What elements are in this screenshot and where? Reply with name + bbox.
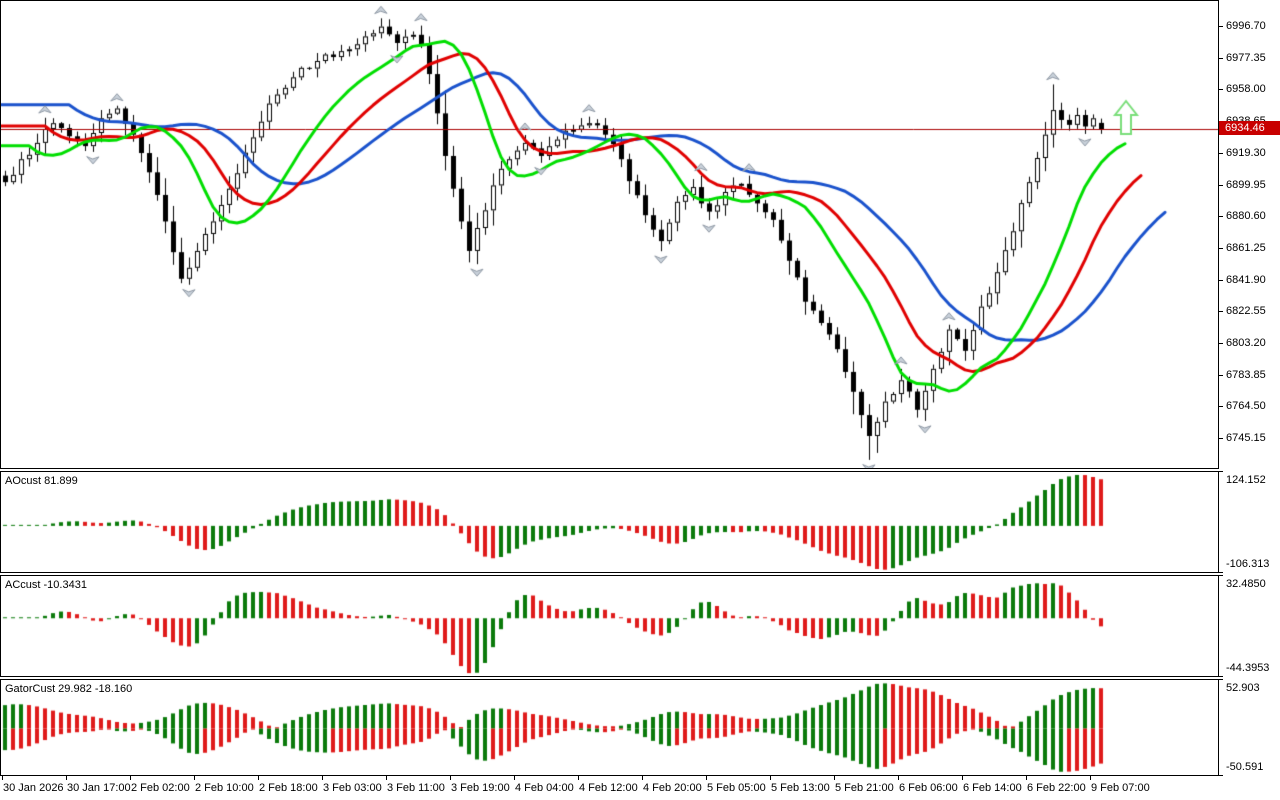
axis-tick-mark bbox=[1219, 26, 1223, 27]
price-tick-label: 6745.15 bbox=[1226, 432, 1266, 444]
gator-min-label: -50.591 bbox=[1226, 761, 1264, 773]
ao-min-label: -106.313 bbox=[1226, 558, 1270, 570]
gator-histogram-canvas[interactable] bbox=[1, 680, 1218, 775]
axis-tick-mark bbox=[1219, 343, 1223, 344]
price-axis[interactable]: 6934.46 6996.706977.356958.006938.656919… bbox=[1219, 0, 1280, 776]
time-tick-mark bbox=[2, 776, 3, 780]
price-tick-label: 6861.25 bbox=[1226, 242, 1266, 254]
current-price-badge: 6934.46 bbox=[1219, 121, 1280, 135]
ac-min-label: -44.3953 bbox=[1226, 662, 1270, 674]
ac-max-label: 32.4850 bbox=[1226, 578, 1266, 590]
axis-tick-mark bbox=[1219, 775, 1223, 776]
axis-tick-mark bbox=[1219, 311, 1223, 312]
time-tick-mark bbox=[514, 776, 515, 780]
time-tick-label: 2 Feb 10:00 bbox=[195, 782, 254, 794]
time-tick-label: 2 Feb 18:00 bbox=[259, 782, 318, 794]
time-tick-mark bbox=[706, 776, 707, 780]
axis-tick-mark bbox=[1219, 406, 1223, 407]
price-tick-label: 6958.00 bbox=[1226, 83, 1266, 95]
price-tick-label: 6764.50 bbox=[1226, 400, 1266, 412]
axis-tick-mark bbox=[1219, 471, 1223, 472]
axis-tick-mark bbox=[1219, 679, 1223, 680]
axis-tick-mark bbox=[1219, 438, 1223, 439]
time-tick-mark bbox=[898, 776, 899, 780]
axis-tick-mark bbox=[1219, 58, 1223, 59]
price-tick-label: 6803.20 bbox=[1226, 337, 1266, 349]
price-tick-label: 6841.90 bbox=[1226, 274, 1266, 286]
main-price-panel[interactable] bbox=[0, 0, 1219, 469]
axis-tick-mark bbox=[1219, 575, 1223, 576]
axis-tick-mark bbox=[1219, 572, 1223, 573]
time-tick-label: 30 Jan 2026 bbox=[3, 782, 64, 794]
ao-max-label: 124.152 bbox=[1226, 474, 1266, 486]
time-tick-label: 4 Feb 04:00 bbox=[515, 782, 574, 794]
axis-tick-mark bbox=[1219, 216, 1223, 217]
time-tick-label: 3 Feb 11:00 bbox=[387, 782, 445, 794]
axis-tick-mark bbox=[1219, 89, 1223, 90]
time-tick-label: 6 Feb 06:00 bbox=[899, 782, 958, 794]
time-tick-label: 9 Feb 07:00 bbox=[1091, 782, 1150, 794]
time-tick-label: 4 Feb 20:00 bbox=[643, 782, 702, 794]
time-tick-label: 4 Feb 12:00 bbox=[579, 782, 638, 794]
time-tick-mark bbox=[450, 776, 451, 780]
time-tick-mark bbox=[642, 776, 643, 780]
axis-tick-mark bbox=[1219, 375, 1223, 376]
time-tick-mark bbox=[1090, 776, 1091, 780]
time-tick-label: 5 Feb 13:00 bbox=[771, 782, 830, 794]
price-tick-label: 6822.55 bbox=[1226, 305, 1266, 317]
price-tick-label: 6880.60 bbox=[1226, 210, 1266, 222]
ac-indicator-label: ACcust -10.3431 bbox=[5, 579, 87, 591]
time-tick-mark bbox=[962, 776, 963, 780]
time-tick-label: 2 Feb 02:00 bbox=[131, 782, 190, 794]
ao-indicator-panel[interactable]: AOcust 81.899 bbox=[0, 471, 1219, 573]
time-tick-mark bbox=[130, 776, 131, 780]
time-tick-mark bbox=[322, 776, 323, 780]
price-tick-label: 6783.85 bbox=[1226, 369, 1266, 381]
ao-histogram-canvas[interactable] bbox=[1, 472, 1218, 572]
gator-max-label: 52.903 bbox=[1226, 682, 1260, 694]
axis-tick-mark bbox=[1219, 676, 1223, 677]
time-tick-mark bbox=[578, 776, 579, 780]
time-axis[interactable]: 30 Jan 2026 30 Jan 17:00 2 Feb 02:00 2 Feb … bbox=[0, 776, 1280, 800]
axis-tick-mark bbox=[1219, 280, 1223, 281]
time-tick-label: 3 Feb 03:00 bbox=[323, 782, 382, 794]
price-tick-label: 6977.35 bbox=[1226, 52, 1266, 64]
time-tick-mark bbox=[194, 776, 195, 780]
time-tick-mark bbox=[1026, 776, 1027, 780]
time-tick-mark bbox=[258, 776, 259, 780]
time-tick-mark bbox=[770, 776, 771, 780]
axis-tick-mark bbox=[1219, 185, 1223, 186]
price-tick-label: 6996.70 bbox=[1226, 20, 1266, 32]
axis-tick-mark bbox=[1219, 153, 1223, 154]
gator-indicator-panel[interactable]: GatorCust 29.982 -18.160 bbox=[0, 679, 1219, 776]
time-tick-label: 6 Feb 14:00 bbox=[963, 782, 1022, 794]
time-tick-mark bbox=[834, 776, 835, 780]
time-tick-label: 3 Feb 19:00 bbox=[451, 782, 510, 794]
time-tick-label: 5 Feb 05:00 bbox=[707, 782, 766, 794]
axis-tick-mark bbox=[1219, 248, 1223, 249]
price-tick-label: 6919.30 bbox=[1226, 147, 1266, 159]
price-chart-canvas[interactable] bbox=[1, 1, 1218, 468]
price-tick-label: 6899.95 bbox=[1226, 179, 1266, 191]
ac-histogram-canvas[interactable] bbox=[1, 576, 1218, 676]
time-tick-label: 30 Jan 17:00 bbox=[67, 782, 131, 794]
time-tick-label: 5 Feb 21:00 bbox=[835, 782, 894, 794]
time-tick-mark bbox=[66, 776, 67, 780]
gator-indicator-label: GatorCust 29.982 -18.160 bbox=[5, 683, 133, 695]
time-tick-label: 6 Feb 22:00 bbox=[1027, 782, 1086, 794]
time-tick-mark bbox=[386, 776, 387, 780]
ao-indicator-label: AOcust 81.899 bbox=[5, 475, 78, 487]
ac-indicator-panel[interactable]: ACcust -10.3431 bbox=[0, 575, 1219, 677]
